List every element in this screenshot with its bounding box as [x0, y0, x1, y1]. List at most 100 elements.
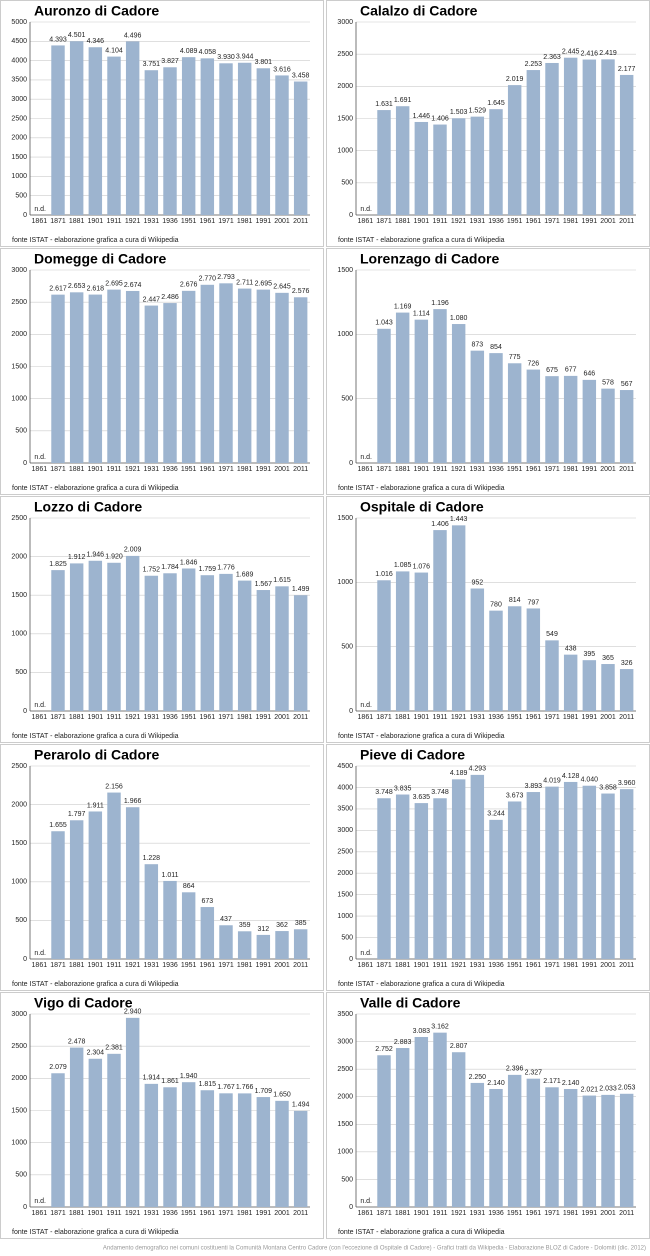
x-tick-label: 1951 [507, 714, 523, 721]
value-label: 3.835 [394, 785, 412, 792]
value-label: 1.406 [431, 115, 449, 122]
x-tick-label: 1921 [451, 1210, 467, 1217]
source: fonte ISTAT - elaborazione grafica a cur… [12, 485, 179, 492]
x-tick-label: 1936 [488, 1210, 504, 1217]
x-tick-label: 1881 [69, 714, 85, 721]
y-tick-label: 2000 [11, 801, 27, 808]
x-tick-label: 1961 [200, 714, 216, 721]
value-label: 2.807 [450, 1043, 468, 1050]
x-tick-label: 1921 [125, 466, 141, 473]
value-label: 952 [471, 579, 483, 586]
x-tick-label: 2011 [293, 714, 308, 721]
value-label: 1.784 [161, 564, 179, 571]
value-label: n.d. [360, 1198, 372, 1205]
bar [163, 1087, 177, 1207]
value-label: 1.169 [394, 303, 412, 310]
bar [507, 801, 522, 959]
y-tick-label: 0 [23, 708, 27, 715]
x-tick-label: 1861 [358, 714, 374, 721]
value-label: 2.396 [506, 1066, 524, 1073]
bar [107, 289, 121, 463]
bar [470, 1082, 485, 1207]
y-tick-label: 1000 [11, 1140, 27, 1147]
panel [0, 744, 324, 991]
y-tick-label: 500 [15, 428, 27, 435]
caption: Andamento demografico nei comuni costitu… [103, 1246, 646, 1252]
x-tick-label: 1911 [106, 962, 121, 969]
x-tick-label: 1936 [488, 218, 504, 225]
x-tick-label: 1881 [69, 962, 85, 969]
x-tick-label: 2011 [619, 1210, 634, 1217]
value-label: n.d. [34, 206, 46, 213]
x-tick-label: 1971 [544, 218, 560, 225]
x-tick-label: 2011 [293, 1210, 308, 1217]
bar [256, 934, 271, 959]
bar [51, 1073, 65, 1207]
value-label: 549 [546, 631, 558, 638]
x-tick-label: 2011 [619, 962, 634, 969]
value-label: 1.946 [87, 552, 105, 559]
chart-title: Perarolo di Cadore [34, 747, 159, 763]
value-label: n.d. [34, 1198, 46, 1205]
x-tick-label: 1921 [125, 714, 141, 721]
source: fonte ISTAT - elaborazione grafica a cur… [338, 485, 505, 492]
x-tick-label: 1936 [162, 962, 178, 969]
x-tick-label: 1981 [237, 1210, 253, 1217]
bar [163, 67, 177, 215]
x-tick-label: 1871 [50, 218, 66, 225]
y-tick-label: 1500 [337, 267, 353, 274]
value-label: 326 [621, 660, 633, 667]
bar [563, 375, 578, 463]
x-tick-label: 1861 [358, 1210, 374, 1217]
x-tick-label: 1951 [181, 218, 197, 225]
x-tick-label: 1961 [200, 962, 216, 969]
x-tick-label: 2011 [619, 466, 634, 473]
bar [88, 294, 103, 463]
x-tick-label: 1901 [414, 962, 430, 969]
value-label: 1.691 [394, 97, 412, 104]
y-tick-label: 1500 [337, 515, 353, 522]
x-tick-label: 1911 [106, 714, 121, 721]
bar [200, 1090, 215, 1207]
y-tick-label: 1500 [337, 115, 353, 122]
bar [377, 110, 391, 215]
x-tick-label: 1936 [488, 962, 504, 969]
x-tick-label: 1901 [414, 1210, 430, 1217]
value-label: n.d. [34, 950, 46, 957]
x-tick-label: 1881 [69, 466, 85, 473]
value-label: 4.128 [562, 773, 580, 780]
y-tick-label: 3000 [11, 267, 27, 274]
value-label: 2.381 [105, 1045, 123, 1052]
bar [433, 309, 447, 463]
bar [377, 1055, 391, 1207]
x-tick-label: 2001 [600, 714, 616, 721]
value-label: 2.140 [562, 1080, 580, 1087]
value-label: 4.346 [87, 38, 105, 45]
bar [451, 779, 466, 959]
x-tick-label: 1881 [395, 1210, 411, 1217]
x-tick-label: 2001 [274, 466, 290, 473]
x-tick-label: 1931 [144, 466, 160, 473]
x-tick-label: 1921 [451, 962, 467, 969]
x-tick-label: 1901 [88, 466, 104, 473]
x-tick-label: 2001 [600, 962, 616, 969]
value-label: 873 [471, 342, 483, 349]
y-tick-label: 2000 [11, 331, 27, 338]
value-label: 1.709 [255, 1088, 273, 1095]
x-tick-label: 1861 [32, 218, 48, 225]
panel [0, 496, 324, 743]
x-tick-label: 1871 [376, 466, 392, 473]
bar [237, 288, 252, 463]
x-tick-label: 1981 [237, 962, 253, 969]
x-tick-label: 1911 [432, 466, 447, 473]
panel [326, 744, 650, 991]
y-tick-label: 500 [15, 1172, 27, 1179]
bar [163, 303, 177, 463]
bar [256, 289, 271, 463]
bar [293, 297, 308, 463]
bar [125, 555, 140, 711]
x-tick-label: 1936 [162, 1210, 178, 1217]
y-tick-label: 1000 [11, 396, 27, 403]
x-tick-label: 1901 [414, 218, 430, 225]
x-tick-label: 1961 [526, 466, 542, 473]
